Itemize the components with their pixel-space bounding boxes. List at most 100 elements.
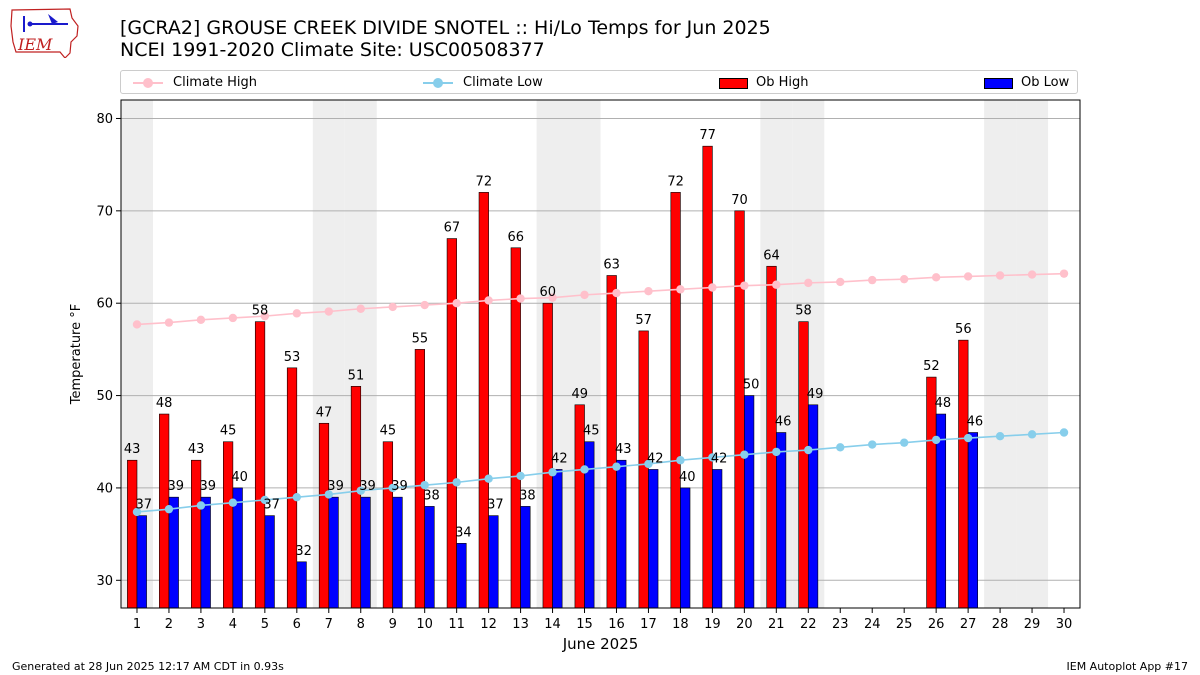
climate-low-line <box>136 431 1065 513</box>
ob-low-bar <box>712 469 723 609</box>
ob-low-label: 40 <box>231 470 248 485</box>
ob-high-label: 77 <box>699 128 716 143</box>
ob-high-bar <box>926 376 937 609</box>
climate-low-point <box>164 504 174 514</box>
x-tick-label: 22 <box>800 617 817 632</box>
climate-low-point <box>356 486 365 495</box>
x-tick-label: 24 <box>864 617 881 632</box>
legend-marker-climate-low <box>423 74 453 92</box>
ob-high-label: 51 <box>348 368 365 383</box>
ob-high-label: 72 <box>476 174 493 189</box>
legend-marker-ob-low <box>984 78 1013 89</box>
ob-low-label: 32 <box>295 544 312 559</box>
climate-high-point <box>1059 269 1069 278</box>
x-tick-label: 4 <box>229 617 237 632</box>
ob-low-label: 34 <box>455 525 472 540</box>
ob-high-bar <box>702 145 713 609</box>
climate-low-point <box>899 438 909 447</box>
climate-low-point <box>420 480 429 490</box>
climate-high-point <box>1027 270 1037 279</box>
x-tick-label: 17 <box>640 617 657 632</box>
climate-low-point <box>931 435 941 445</box>
legend-item-climate-high: Climate High <box>133 74 257 92</box>
climate-high-point <box>260 311 270 321</box>
ob-low-label: 39 <box>359 479 376 494</box>
ob-low-bar <box>168 496 179 609</box>
ob-low-label: 37 <box>136 498 153 513</box>
legend-marker-climate-high <box>133 74 163 92</box>
ob-high-bar <box>318 422 330 609</box>
ob-high-bar <box>414 349 425 609</box>
climate-low-point <box>548 468 557 477</box>
ob-low-label: 38 <box>423 488 440 503</box>
ob-high-label: 47 <box>316 405 333 420</box>
ob-high-bar <box>286 367 298 609</box>
climate-high-point <box>388 302 397 312</box>
climate-low-point <box>1027 430 1037 439</box>
climate-high-point <box>420 300 429 310</box>
x-tick-label: 11 <box>448 617 465 632</box>
climate-high-point <box>931 273 941 282</box>
footer-app-id: IEM Autoplot App #17 <box>1066 660 1189 673</box>
ob-high-bar <box>638 330 649 609</box>
ob-high-label: 57 <box>635 313 652 328</box>
ob-high-label: 63 <box>603 257 620 272</box>
climate-high-point <box>164 318 174 327</box>
ob-high-bar <box>446 238 457 609</box>
climate-low-point <box>196 501 206 510</box>
climate-high-point <box>292 309 302 318</box>
ob-low-bar <box>424 506 435 609</box>
climate-low-point <box>452 478 461 487</box>
y-tick-label: 60 <box>96 297 113 312</box>
climate-high-point <box>132 320 142 329</box>
x-tick-label: 7 <box>325 617 333 632</box>
climate-high-point <box>740 281 749 290</box>
climate-high-point <box>963 272 973 281</box>
climate-low-point <box>260 495 270 505</box>
legend-item-climate-low: Climate Low <box>423 74 543 92</box>
logo-text: IEM <box>17 35 53 54</box>
climate-low-point <box>995 432 1005 441</box>
ob-low-label: 37 <box>263 498 280 513</box>
x-tick-label: 27 <box>960 617 977 632</box>
climate-high-point <box>612 288 621 298</box>
climate-low-point <box>676 456 685 465</box>
chart-title: [GCRA2] GROUSE CREEK DIVIDE SNOTEL :: Hi… <box>120 17 771 61</box>
ob-high-label: 58 <box>252 304 269 319</box>
weekend-shade <box>1016 100 1049 608</box>
ob-low-label: 46 <box>967 415 984 430</box>
x-tick-label: 20 <box>736 617 753 632</box>
ob-high-label: 52 <box>923 359 940 374</box>
ob-low-bar <box>552 469 563 609</box>
ob-high-bar <box>798 321 809 609</box>
ob-low-label: 39 <box>391 479 408 494</box>
climate-low-point <box>1059 428 1069 437</box>
climate-low-point <box>644 459 653 469</box>
x-tick-label: 26 <box>928 617 945 632</box>
ob-low-label: 39 <box>199 479 216 494</box>
climate-high-point <box>899 274 909 284</box>
climate-high-point <box>356 304 365 313</box>
ob-low-bar <box>744 395 755 609</box>
climate-high-point <box>995 271 1005 280</box>
ob-high-label: 43 <box>188 442 205 457</box>
ob-low-bar <box>136 515 147 609</box>
climate-high-point <box>644 286 653 296</box>
x-tick-label: 8 <box>357 617 365 632</box>
title-line-1: [GCRA2] GROUSE CREEK DIVIDE SNOTEL :: Hi… <box>120 17 771 39</box>
ob-high-label: 67 <box>444 221 461 236</box>
ob-low-label: 46 <box>775 415 792 430</box>
climate-high-point <box>836 277 845 287</box>
x-tick-label: 2 <box>165 617 173 632</box>
x-tick-label: 13 <box>512 617 529 632</box>
y-tick-label: 30 <box>96 574 113 589</box>
ob-low-label: 50 <box>743 378 760 393</box>
y-tick-label: 80 <box>96 112 113 127</box>
ob-high-label: 53 <box>284 350 301 365</box>
ob-low-bar <box>392 496 403 609</box>
ob-high-bar <box>382 441 394 609</box>
legend-label-climate-low: Climate Low <box>463 75 543 90</box>
ob-low-bar <box>776 432 787 609</box>
climate-low-point <box>708 453 717 462</box>
ob-high-label: 49 <box>571 387 588 402</box>
